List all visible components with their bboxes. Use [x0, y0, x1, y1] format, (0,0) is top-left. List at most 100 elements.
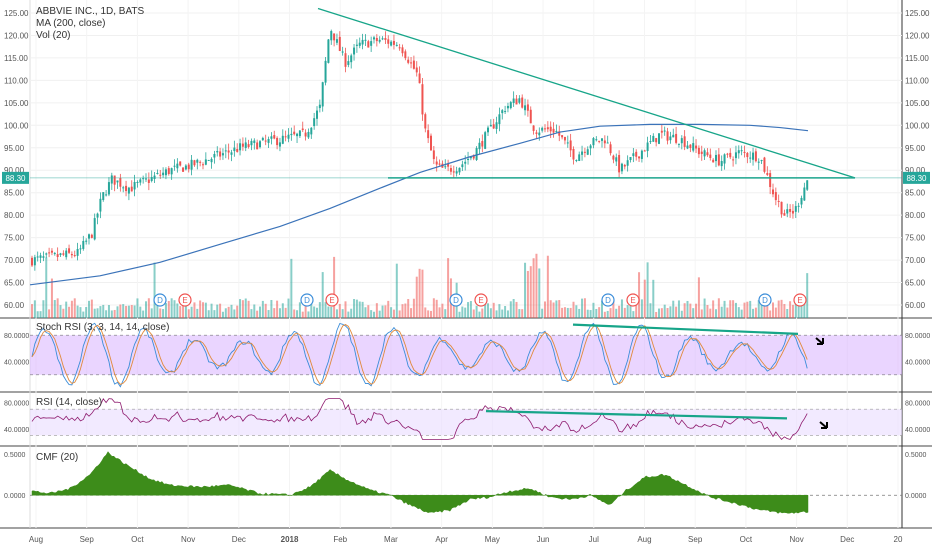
candle-body — [592, 138, 595, 146]
volume-bar — [53, 300, 56, 318]
candle-body — [638, 156, 641, 159]
time-tick-label: Nov — [789, 535, 803, 544]
volume-bar — [803, 299, 806, 318]
price-tick-right: 95.00 — [905, 144, 926, 153]
price-tick-left: 65.00 — [4, 279, 25, 288]
candle-body — [797, 205, 800, 207]
candle-body — [777, 200, 780, 202]
candle-body — [575, 159, 578, 161]
candle-body — [415, 67, 418, 73]
volume-bar — [264, 303, 267, 318]
volume-bar — [310, 303, 313, 318]
volume-bar — [532, 258, 535, 318]
candle-body — [526, 104, 529, 111]
candle-body — [267, 139, 270, 143]
volume-bar — [415, 276, 418, 318]
candle-body — [489, 124, 492, 127]
volume-bar — [658, 308, 660, 318]
candle-body — [643, 150, 646, 152]
candle-body — [521, 97, 524, 108]
volume-bar — [107, 305, 110, 318]
volume-bar — [518, 309, 521, 318]
volume-bar — [62, 308, 65, 318]
volume-bar — [316, 307, 318, 318]
volume-bar — [526, 270, 529, 318]
candle-body — [729, 152, 732, 158]
candle-body — [33, 257, 36, 266]
candle-body — [515, 98, 518, 105]
volume-bar — [572, 301, 575, 318]
candle-body — [660, 130, 663, 133]
candle-body — [381, 38, 384, 40]
price-tick-right: 100.00 — [905, 121, 930, 130]
volume-bar — [102, 304, 105, 318]
volume-bar — [629, 302, 632, 318]
candle-body — [224, 150, 227, 152]
volume-bar — [190, 306, 193, 318]
candle-body — [45, 253, 48, 255]
volume-bar — [50, 278, 53, 318]
candle-body — [375, 37, 378, 42]
volume-bar — [76, 305, 79, 318]
price-tick-right: 70.00 — [905, 256, 926, 265]
volume-bar — [373, 311, 375, 318]
volume-bar — [350, 308, 353, 318]
volume-bar — [216, 304, 219, 318]
candle-body — [190, 159, 193, 170]
volume-bar — [96, 308, 99, 318]
candle-body — [695, 145, 698, 149]
volume-bar — [777, 300, 780, 318]
time-tick-label: Dec — [232, 535, 246, 544]
candle-body — [147, 179, 150, 183]
volume-bar — [754, 307, 757, 318]
ma-200-line — [29, 123, 809, 286]
candle-body — [461, 164, 464, 168]
volume-bar — [327, 306, 330, 318]
volume-bar — [615, 308, 618, 318]
candle-body — [786, 209, 789, 214]
volume-bar — [307, 311, 310, 318]
volume-bar — [623, 307, 626, 318]
volume-bar — [298, 302, 301, 318]
cmf-tick-right: 0.0000 — [905, 493, 927, 500]
volume-bar — [324, 302, 327, 318]
volume-bar — [42, 300, 45, 318]
volume-bar — [786, 309, 789, 318]
cmf-area — [31, 451, 809, 514]
candle-body — [122, 187, 125, 189]
volume-bar — [467, 302, 470, 318]
volume-bar — [31, 304, 33, 318]
volume-bar — [239, 299, 242, 318]
candle-body — [666, 131, 669, 141]
volume-bar — [435, 299, 438, 318]
candle-body — [395, 44, 398, 46]
volume-bar — [757, 300, 760, 318]
volume-bar — [646, 262, 649, 318]
volume-bar — [481, 308, 484, 318]
volume-bar — [649, 303, 652, 318]
candle-body — [290, 133, 293, 136]
candle-body — [179, 161, 182, 166]
candle-body — [649, 141, 652, 143]
candle-body — [598, 140, 601, 142]
volume-bar — [36, 311, 39, 318]
volume-bar — [800, 299, 803, 318]
volume-bar — [606, 310, 609, 318]
candle-body — [88, 234, 90, 239]
price-tick-right: 75.00 — [905, 234, 926, 243]
candle-body — [487, 127, 489, 133]
volume-bar — [110, 310, 113, 318]
candle-body — [301, 128, 304, 131]
candle-body — [110, 175, 113, 184]
candle-body — [250, 140, 253, 146]
candle-body — [125, 185, 128, 192]
candle-body — [387, 39, 390, 44]
volume-bar — [412, 298, 415, 318]
candle-body — [296, 133, 299, 137]
time-tick-label: May — [485, 535, 500, 544]
candle-body — [361, 39, 364, 45]
earnings-marker — [474, 293, 488, 307]
volume-bar — [236, 305, 239, 318]
candle-body — [182, 167, 185, 172]
